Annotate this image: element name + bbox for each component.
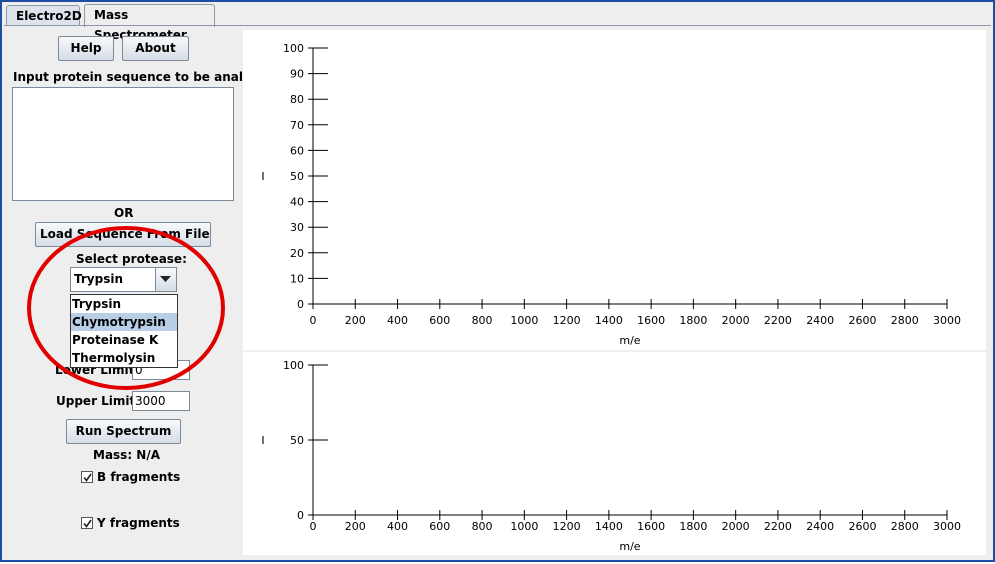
x-tick-label: 1600 xyxy=(637,314,665,327)
x-tick-label: 1800 xyxy=(679,520,707,533)
x-tick-label: 2400 xyxy=(806,520,834,533)
y-tick-label: 100 xyxy=(283,42,304,55)
x-tick-label: 1400 xyxy=(595,314,623,327)
x-tick-label: 0 xyxy=(310,314,317,327)
x-tick-label: 600 xyxy=(429,520,450,533)
x-tick-label: 1000 xyxy=(510,520,538,533)
sequence-input[interactable] xyxy=(12,87,234,201)
y-tick-label: 50 xyxy=(290,170,304,183)
protease-dropdown-list: Trypsin Chymotrypsin Proteinase K Thermo… xyxy=(70,294,178,368)
b-fragments-label: B fragments xyxy=(97,470,181,484)
tab-divider xyxy=(4,25,991,26)
x-tick-label: 200 xyxy=(345,314,366,327)
x-tick-label: 2200 xyxy=(764,520,792,533)
x-tick-label: 3000 xyxy=(933,520,961,533)
y-axis-title: I xyxy=(261,434,264,447)
y-tick-label: 70 xyxy=(290,119,304,132)
x-tick-label: 1400 xyxy=(595,520,623,533)
spectrum-chart-bottom: 0 200 400 600 800 1000 1200 1400 1600 1800 2000 220… xyxy=(243,352,986,555)
x-tick-label: 2800 xyxy=(891,520,919,533)
spectrum-chart-top-svg: 0 200 400 600 800 1000 1200 1400 1600 1800 2000 220… xyxy=(261,42,961,347)
y-tick-label: 80 xyxy=(290,93,304,106)
x-tick-label: 200 xyxy=(345,520,366,533)
control-panel: Help About Input protein sequence to be … xyxy=(6,30,279,555)
tab-electro2d[interactable]: Electro2D xyxy=(6,5,82,25)
x-axis-title: m/e xyxy=(619,334,640,347)
x-tick-label: 1200 xyxy=(553,520,581,533)
x-tick-label: 2000 xyxy=(722,520,750,533)
y-tick-label: 90 xyxy=(290,68,304,81)
protease-option-proteinase-k[interactable]: Proteinase K xyxy=(72,333,159,347)
x-tick-label: 400 xyxy=(387,520,408,533)
y-fragments-checkbox[interactable] xyxy=(81,517,93,529)
help-button[interactable]: Help xyxy=(58,36,114,61)
tab-mass-spectrometer[interactable]: Mass Spectrometer xyxy=(84,4,215,42)
y-tick-label: 40 xyxy=(290,196,304,209)
y-tick-label: 100 xyxy=(283,359,304,372)
protease-option-thermolysin[interactable]: Thermolysin xyxy=(72,351,156,365)
or-label: OR xyxy=(114,206,134,220)
x-tick-label: 600 xyxy=(429,314,450,327)
sequence-input-label: Input protein sequence to be analyzed: xyxy=(13,70,280,84)
x-tick-label: 1800 xyxy=(679,314,707,327)
x-tick-label: 800 xyxy=(472,520,493,533)
run-spectrum-button[interactable]: Run Spectrum xyxy=(66,419,181,444)
x-tick-label: 800 xyxy=(472,314,493,327)
x-tick-label: 400 xyxy=(387,314,408,327)
x-tick-label: 2600 xyxy=(848,314,876,327)
y-axis-title: I xyxy=(261,170,264,183)
y-tick-label: 0 xyxy=(297,298,304,311)
y-tick-label: 30 xyxy=(290,221,304,234)
x-tick-label: 2400 xyxy=(806,314,834,327)
b-fragments-checkbox[interactable] xyxy=(81,471,93,483)
protease-select[interactable]: Trypsin xyxy=(70,267,177,292)
y-tick-label: 20 xyxy=(290,247,304,260)
upper-limit-input[interactable]: 3000 xyxy=(132,391,190,411)
y-tick-label: 10 xyxy=(290,272,304,285)
mass-readout: Mass: N/A xyxy=(93,448,161,462)
y-tick-label: 50 xyxy=(290,434,304,447)
y-tick-label: 60 xyxy=(290,144,304,157)
y-fragments-label: Y fragments xyxy=(97,516,180,530)
x-axis-title: m/e xyxy=(619,540,640,553)
chevron-down-icon[interactable] xyxy=(155,268,176,291)
spectrum-chart-bottom-svg: 0 200 400 600 800 1000 1200 1400 1600 1800 2000 220… xyxy=(261,359,961,553)
upper-limit-label: Upper Limit: xyxy=(56,394,141,408)
load-sequence-button[interactable]: Load Sequence From File xyxy=(35,222,211,247)
x-tick-label: 1200 xyxy=(553,314,581,327)
x-tick-label: 1000 xyxy=(510,314,538,327)
protease-label: Select protease: xyxy=(76,252,187,266)
x-tick-label: 0 xyxy=(310,520,317,533)
protease-option-chymotrypsin[interactable]: Chymotrypsin xyxy=(71,313,177,331)
spectrum-chart-top: 0 200 400 600 800 1000 1200 1400 1600 1800 2000 220… xyxy=(243,30,986,350)
x-tick-label: 2200 xyxy=(764,314,792,327)
y-tick-label: 0 xyxy=(297,509,304,522)
x-tick-label: 1600 xyxy=(637,520,665,533)
x-tick-label: 3000 xyxy=(933,314,961,327)
x-tick-label: 2800 xyxy=(891,314,919,327)
x-tick-label: 2600 xyxy=(848,520,876,533)
x-tick-label: 2000 xyxy=(722,314,750,327)
protease-option-trypsin[interactable]: Trypsin xyxy=(72,297,121,311)
about-button[interactable]: About xyxy=(122,36,189,61)
protease-selected-value: Trypsin xyxy=(74,272,123,286)
